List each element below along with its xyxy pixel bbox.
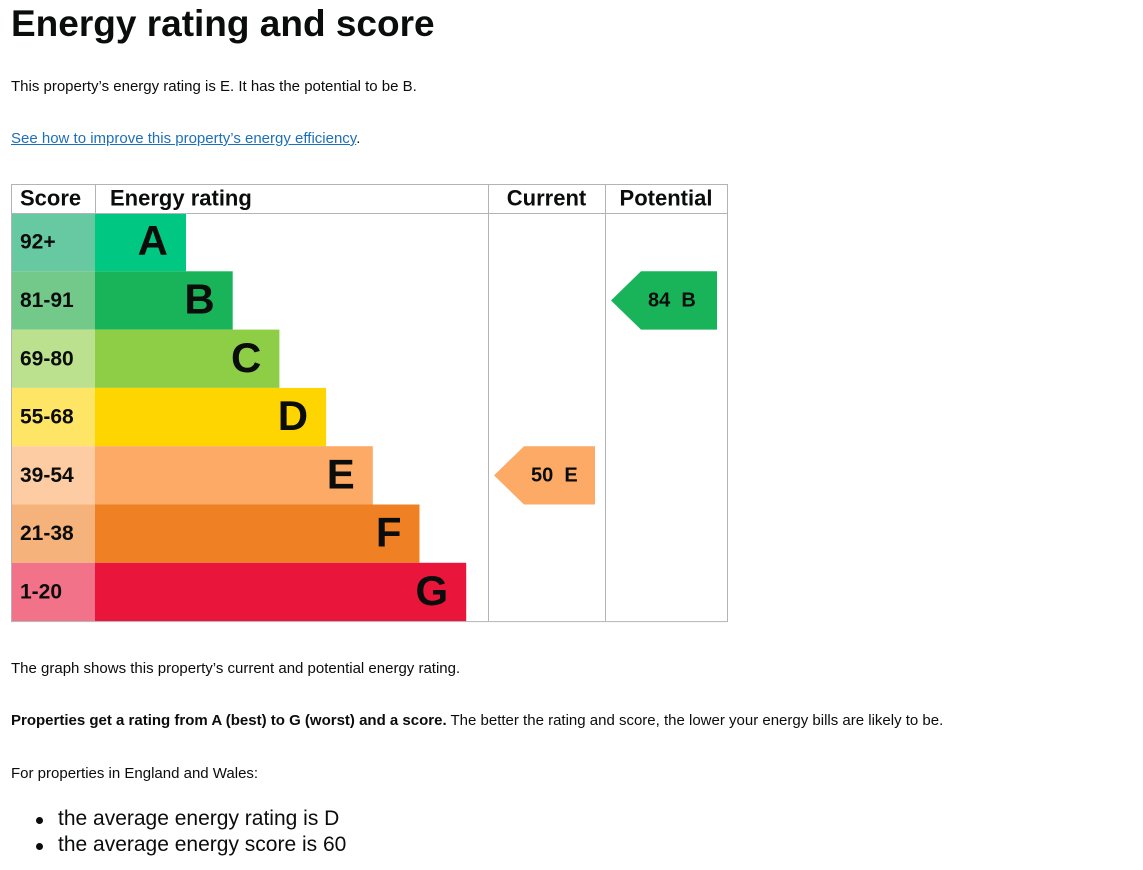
rating-letter-g: G xyxy=(416,567,449,614)
score-label-g: 1-20 xyxy=(20,580,62,603)
page-title: Energy rating and score xyxy=(11,3,435,44)
rating-bar-g xyxy=(95,562,467,622)
header-current: Current xyxy=(507,185,587,210)
score-label-a: 92+ xyxy=(20,231,56,254)
current-rating-arrow xyxy=(494,446,595,505)
header-score: Score xyxy=(20,185,81,210)
rating-letter-f: F xyxy=(376,509,402,556)
rating-letter-c: C xyxy=(231,334,261,381)
score-label-b: 81-91 xyxy=(20,289,74,312)
rating-letter-d: D xyxy=(278,392,308,439)
score-cell-g xyxy=(11,562,95,622)
score-cell-c xyxy=(11,329,95,388)
average-score-item: the average energy score is 60 xyxy=(11,832,346,858)
rating-letter-a: A xyxy=(138,217,168,264)
score-label-d: 55-68 xyxy=(20,406,74,429)
rating-summary: This property’s energy rating is E. It h… xyxy=(11,78,417,95)
score-cell-e xyxy=(11,446,95,505)
rating-bar-a xyxy=(95,213,186,272)
rating-bar-c xyxy=(95,329,280,388)
score-label-f: 21-38 xyxy=(20,522,74,545)
score-cell-b xyxy=(11,271,95,330)
header-energy-rating: Energy rating xyxy=(110,185,252,210)
rating-bar-b xyxy=(95,271,233,330)
potential-rating-arrow xyxy=(611,271,717,330)
header-potential: Potential xyxy=(620,185,713,210)
potential-rating-label: 84 B xyxy=(648,290,696,312)
rating-letter-e: E xyxy=(327,450,355,497)
rating-bar-f xyxy=(95,504,420,563)
current-rating-label: 50 E xyxy=(531,465,578,487)
ratings-description: Properties get a rating from A (best) to… xyxy=(11,712,943,730)
score-cell-f xyxy=(11,504,95,563)
average-rating-item: the average energy rating is D xyxy=(11,806,346,832)
averages-list: the average energy rating is D the avera… xyxy=(11,806,346,858)
rating-letter-b: B xyxy=(184,276,214,323)
ratings-description-rest: The better the rating and score, the low… xyxy=(446,712,944,729)
chart-border xyxy=(11,184,728,623)
rating-bar-d xyxy=(95,387,327,447)
graph-description: The graph shows this property’s current … xyxy=(11,660,461,677)
score-cell-a xyxy=(11,213,95,272)
link-suffix: . xyxy=(356,130,361,147)
improve-link-line: See how to improve this property’s energ… xyxy=(11,130,360,148)
energy-rating-chart: Score Energy rating Current Potential 92+ A 81… xyxy=(11,184,728,623)
ratings-description-bold: Properties get a rating from A (best) to… xyxy=(11,712,447,729)
score-label-e: 39-54 xyxy=(20,464,74,487)
score-label-c: 69-80 xyxy=(20,347,74,370)
score-cell-d xyxy=(11,387,95,447)
rating-bar-e xyxy=(95,446,373,505)
improve-efficiency-link[interactable]: See how to improve this property’s energ… xyxy=(11,130,357,147)
region-intro: For properties in England and Wales: xyxy=(11,765,259,782)
